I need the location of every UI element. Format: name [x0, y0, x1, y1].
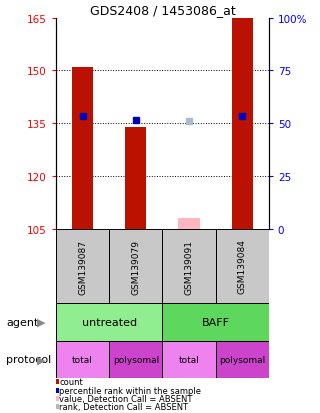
Bar — [216, 341, 269, 378]
Bar — [72, 68, 93, 229]
Text: BAFF: BAFF — [202, 317, 230, 327]
Text: percentile rank within the sample: percentile rank within the sample — [60, 386, 202, 395]
Text: total: total — [72, 355, 93, 364]
Text: agent: agent — [6, 317, 39, 327]
Text: count: count — [60, 377, 83, 387]
Bar — [56, 304, 163, 341]
Bar — [56, 341, 109, 378]
Bar — [163, 341, 216, 378]
Text: protocol: protocol — [6, 354, 52, 364]
Text: polysomal: polysomal — [113, 355, 159, 364]
Text: value, Detection Call = ABSENT: value, Detection Call = ABSENT — [60, 394, 193, 403]
Bar — [216, 229, 269, 304]
Text: rank, Detection Call = ABSENT: rank, Detection Call = ABSENT — [60, 402, 188, 411]
Bar — [109, 341, 163, 378]
Title: GDS2408 / 1453086_at: GDS2408 / 1453086_at — [90, 5, 235, 17]
Text: polysomal: polysomal — [219, 355, 265, 364]
Text: ▶: ▶ — [37, 317, 46, 327]
Text: GSM139079: GSM139079 — [131, 239, 140, 294]
Text: total: total — [179, 355, 199, 364]
Text: GSM139091: GSM139091 — [185, 239, 194, 294]
Text: untreated: untreated — [82, 317, 137, 327]
Bar — [163, 304, 269, 341]
Bar — [163, 229, 216, 304]
Text: ▶: ▶ — [37, 354, 46, 364]
Bar — [125, 127, 147, 229]
Bar — [56, 229, 109, 304]
Bar — [178, 219, 200, 229]
Text: GSM139087: GSM139087 — [78, 239, 87, 294]
Bar — [232, 19, 253, 229]
Bar — [109, 229, 163, 304]
Text: GSM139084: GSM139084 — [238, 239, 247, 294]
